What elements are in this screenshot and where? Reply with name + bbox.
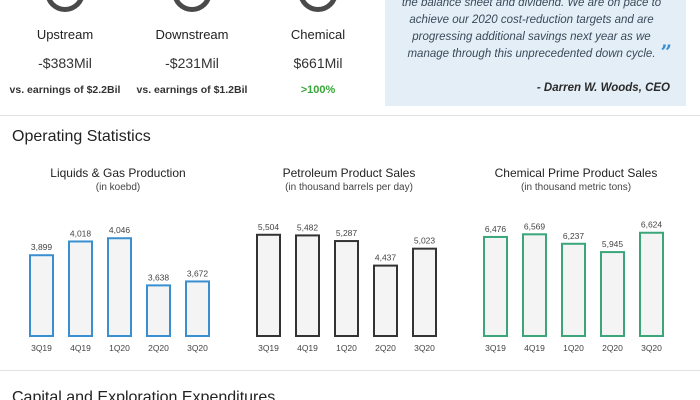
data-label: 6,237 [563,231,585,241]
segment-value: -$231Mil [165,55,219,71]
data-label: 5,287 [336,228,358,238]
bar-2q20 [600,251,625,337]
tick-label: 2Q20 [375,343,396,353]
chart-subtitle: (in thousand metric tons) [520,182,632,193]
tick-label: 3Q20 [187,343,208,353]
chart-title: Chemical Prime Product Sales [494,166,658,180]
chart-chemical-prime-product-sales: 6,476 3Q19 6,569 4Q19 6,237 1Q20 5,945 2Q20 6,62… [483,220,664,353]
bar-2q20 [373,264,398,337]
gauge-icon [298,0,338,12]
segment-name: Chemical [290,27,346,42]
data-label: 6,624 [641,220,663,230]
tick-label: 1Q20 [109,343,130,353]
bar-3q20 [185,280,210,337]
data-label: 3,899 [31,242,53,252]
quote-author: - Darren W. Woods, CEO [536,82,670,94]
bar-3q19 [483,235,508,337]
data-label: 3,638 [148,272,170,282]
bar-2q20 [146,284,171,337]
data-label: 4,046 [109,225,131,235]
chart-petroleum-product-sales: 5,504 3Q19 5,482 4Q19 5,287 1Q20 4,437 2Q20 5,02… [256,222,437,353]
bar-4q19 [68,240,93,337]
segment-note: vs. earnings of $1.2Bil [136,84,248,96]
data-label: 4,437 [375,253,397,263]
chart-liquids-gas-production: 3,899 3Q19 4,018 4Q19 4,046 1Q20 3,638 2Q20 3,67… [29,225,210,353]
segment-note: vs. earnings of $2.2Bil [9,84,121,96]
divider [0,115,700,116]
tick-label: 3Q20 [414,343,435,353]
bar-3q20 [412,247,437,337]
data-label: 5,504 [258,222,280,232]
ceo-quote-box: the balance sheet and dividend. We are o… [385,0,686,106]
tick-label: 3Q20 [641,343,662,353]
chart-subtitle: (in koebd) [95,182,141,193]
data-label: 6,569 [524,221,546,231]
divider [0,370,700,371]
segment-note: >100% [300,84,336,96]
chart-subtitle: (in thousand barrels per day) [285,182,413,193]
data-label: 3,672 [187,268,209,278]
bar-1q20 [561,242,586,337]
segment-name: Downstream [155,27,229,42]
data-label: 4,018 [70,228,92,238]
data-label: 5,945 [602,239,624,249]
quote-mark-icon: ” [660,40,672,64]
gauge-icon [172,0,212,12]
bar-1q20 [107,237,132,338]
segment-name: Upstream [36,27,94,42]
bar-3q20 [639,231,664,337]
tick-label: 4Q19 [297,343,318,353]
data-label: 6,476 [485,224,507,234]
tick-label: 3Q19 [31,343,52,353]
data-label: 5,023 [414,236,436,246]
bar-3q19 [29,254,54,337]
tick-label: 4Q19 [70,343,91,353]
tick-label: 1Q20 [563,343,584,353]
quote-text: the balance sheet and dividend. We are o… [401,0,662,60]
tick-label: 2Q20 [148,343,169,353]
tick-label: 4Q19 [524,343,545,353]
section-title-operating: Operating Statistics [12,128,151,145]
bar-4q19 [295,234,320,337]
tick-label: 2Q20 [602,343,623,353]
bar-3q19 [256,233,281,338]
tick-label: 3Q19 [258,343,279,353]
chart-title: Liquids & Gas Production [50,166,186,180]
bar-4q19 [522,233,547,337]
bar-1q20 [334,240,359,338]
chart-title: Petroleum Product Sales [282,166,416,180]
segment-value: $661Mil [293,55,343,71]
tick-label: 1Q20 [336,343,357,353]
data-label: 5,482 [297,222,319,232]
gauge-icon [45,0,85,12]
segment-value: -$383Mil [38,55,92,71]
tick-label: 3Q19 [485,343,506,353]
section-title-capital: Capital and Exploration Expenditures [12,389,276,400]
